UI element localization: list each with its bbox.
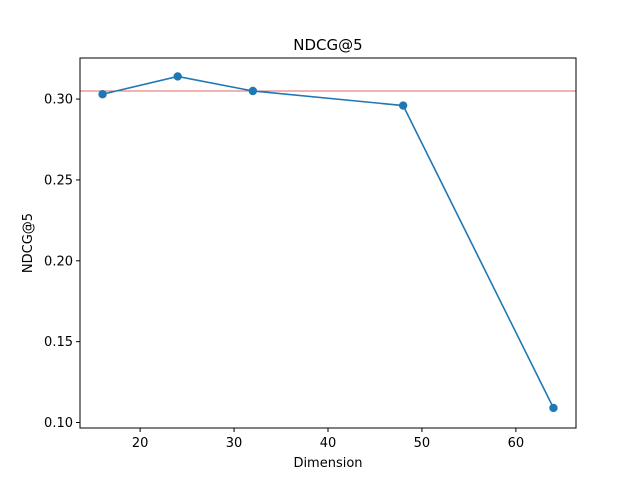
y-tick-label: 0.30	[44, 93, 73, 108]
x-tick-label: 60	[508, 436, 525, 451]
x-tick-label: 30	[226, 436, 243, 451]
x-axis-ticks: 20 30 40 50 60	[132, 428, 524, 451]
y-axis-ticks: 0.10 0.15 0.20 0.25 0.30	[44, 93, 80, 431]
data-point	[398, 101, 408, 110]
x-tick-label: 50	[414, 436, 431, 451]
y-tick-label: 0.15	[44, 335, 73, 350]
data-point	[248, 86, 258, 96]
chart-title: NDCG@5	[293, 36, 362, 54]
data-point	[98, 90, 107, 99]
data-point	[173, 72, 182, 81]
x-axis-label: Dimension	[293, 456, 362, 471]
y-axis-label: NDCG@5	[21, 213, 36, 273]
x-tick-label: 40	[320, 436, 337, 451]
y-tick-label: 0.10	[44, 416, 73, 431]
y-tick-label: 0.25	[44, 173, 73, 188]
series-layer	[98, 72, 558, 413]
data-point	[549, 403, 558, 413]
y-tick-label: 0.20	[44, 254, 73, 269]
x-tick-label: 20	[132, 436, 149, 451]
